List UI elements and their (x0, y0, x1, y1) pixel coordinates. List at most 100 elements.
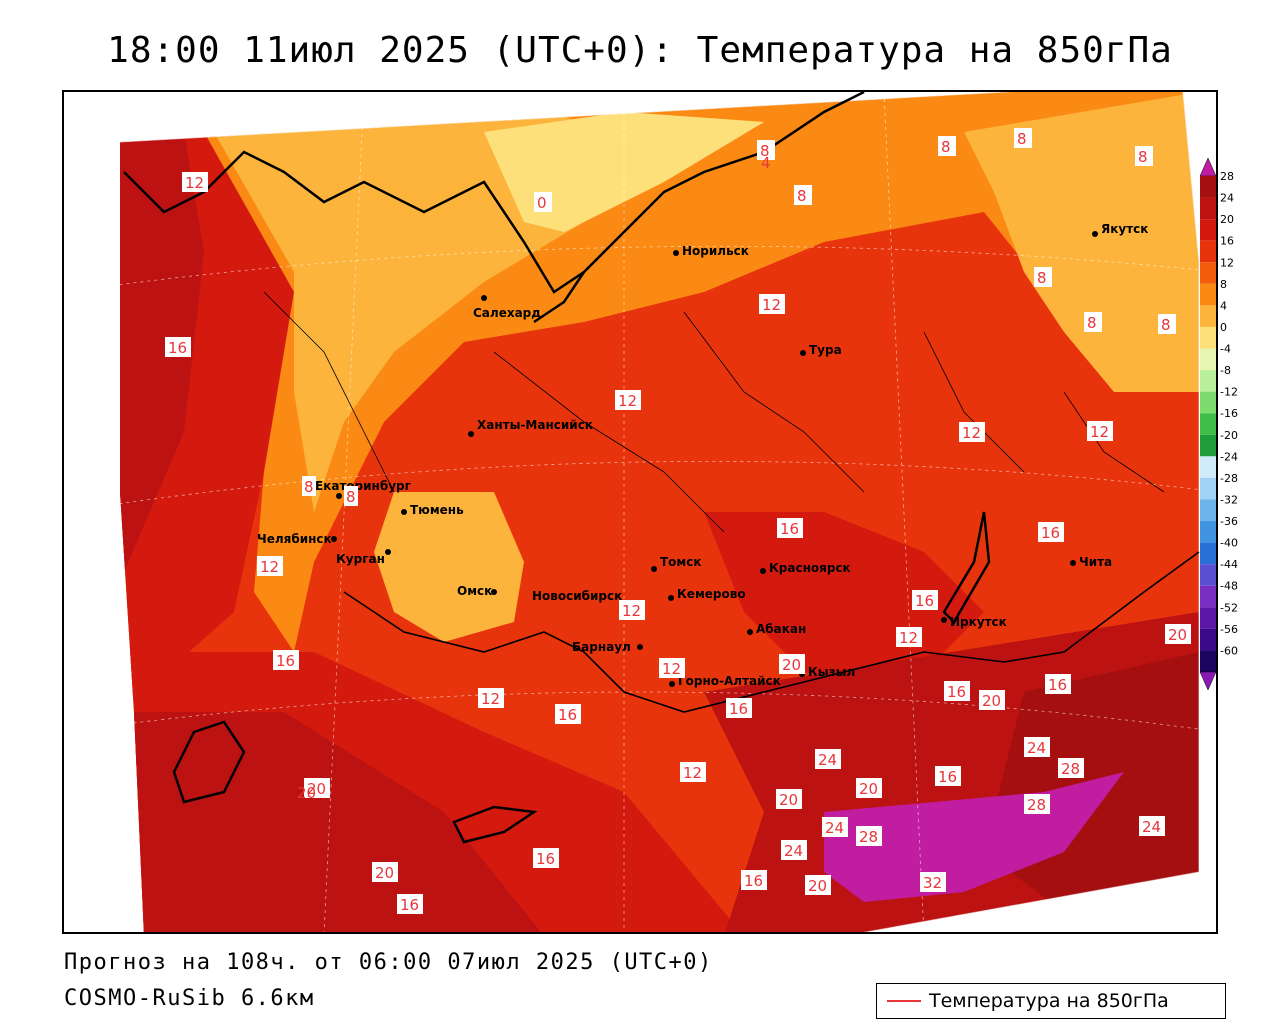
city-khanty-mansiysk: Ханты-Мансийск (468, 418, 593, 437)
colorbar-tick-label: -20 (1220, 429, 1238, 442)
colorbar-swatch (1200, 542, 1216, 565)
colorbar-swatch (1200, 456, 1216, 478)
city-norilsk: Норильск (673, 244, 749, 258)
contour-label: 4 (761, 154, 771, 172)
colorbar-tick-label: 16 (1220, 235, 1234, 248)
city-tomsk: Томск (651, 555, 702, 572)
colorbar-tick-label: -24 (1220, 450, 1238, 463)
contour-label: 16 (397, 894, 423, 914)
balkhash-lake (452, 805, 538, 844)
city-kemerovo: Кемерово (668, 587, 746, 601)
contour-label: 16 (741, 870, 767, 890)
contour-label: 12 (680, 762, 706, 782)
contour-label: 12 (478, 688, 504, 708)
svg-text:8: 8 (797, 187, 807, 205)
contour-label: 12 (896, 627, 922, 647)
colorbar-swatch (1200, 370, 1216, 392)
contour-label: 12 (1087, 421, 1113, 441)
svg-text:8: 8 (1037, 269, 1047, 287)
svg-text:12: 12 (1090, 423, 1109, 441)
contour-label: 8 (794, 185, 812, 205)
svg-text:16: 16 (1041, 524, 1060, 542)
svg-text:Барнаул: Барнаул (572, 640, 631, 654)
contour-label: 20 (304, 778, 330, 798)
svg-text:Омск: Омск (457, 584, 492, 598)
legend: Температура на 850гПа (876, 983, 1226, 1019)
svg-text:12: 12 (618, 392, 637, 410)
svg-text:Новосибирск: Новосибирск (532, 589, 622, 603)
contour-label: 20 (297, 784, 316, 802)
svg-text:8: 8 (1087, 314, 1097, 332)
map-title: 18:00 11июл 2025 (UTC+0): Температура на… (107, 30, 1173, 71)
colorbar-swatch (1200, 564, 1216, 586)
colorbar-tick-label: -32 (1220, 493, 1238, 506)
colorbar-swatch (1200, 326, 1216, 349)
baikal-lake (942, 511, 991, 625)
svg-text:Горно-Алтайск: Горно-Алтайск (678, 674, 781, 688)
svg-text:16: 16 (400, 896, 419, 914)
svg-text:12: 12 (622, 602, 641, 620)
colorbar-swatch (1200, 521, 1216, 543)
contour-label: 16 (273, 650, 299, 670)
legend-label: Температура на 850гПа (929, 990, 1169, 1012)
colorbar-top-arrow (1200, 158, 1217, 177)
svg-text:8: 8 (760, 142, 770, 160)
city-salekhard: Салехард (473, 295, 541, 320)
contour-label: 28 (1058, 758, 1084, 778)
domain-edge (119, 92, 1200, 932)
svg-text:16: 16 (558, 706, 577, 724)
svg-text:Кемерово: Кемерово (677, 587, 746, 601)
colorbar-tick-label: -8 (1220, 364, 1231, 377)
colorbar-tick-label: -4 (1220, 343, 1231, 356)
colorbar-swatch (1200, 628, 1216, 651)
svg-text:20: 20 (307, 780, 326, 798)
model-info: COSMO-RuSib 6.6км (64, 986, 315, 1011)
svg-text:16: 16 (168, 339, 187, 357)
svg-text:Екатеринбург: Екатеринбург (315, 479, 411, 493)
contour-labels: 12 8 16 0 4 8 8 8 8 12 8 8 8 12 12 12 12… (165, 128, 1216, 914)
state-border-south (343, 551, 1200, 713)
city-tyumen: Тюмень (401, 503, 464, 517)
colorbar-tick-label: -16 (1220, 407, 1238, 420)
svg-text:Салехард: Салехард (473, 306, 541, 320)
contour-label: 8 (344, 486, 358, 506)
colorbar-swatch (1200, 499, 1216, 522)
svg-text:20: 20 (982, 692, 1001, 710)
contour-label: 8 (1034, 267, 1052, 287)
boundaries (123, 92, 1200, 844)
contour-label: 16 (533, 848, 559, 868)
city-irkutsk: Иркутск (941, 615, 1007, 629)
region-borders (263, 291, 1165, 533)
colorbar-tick-label: -44 (1220, 558, 1238, 571)
svg-text:24: 24 (818, 751, 837, 769)
city-barnaul: Барнаул (572, 640, 643, 654)
colorbar-swatch (1200, 283, 1216, 306)
svg-text:20: 20 (375, 864, 394, 882)
colorbar-tick-label: 28 (1220, 170, 1234, 183)
svg-text:24: 24 (825, 819, 844, 837)
contour-label: 8 (302, 476, 316, 496)
svg-text:24: 24 (784, 842, 803, 860)
svg-text:12: 12 (481, 690, 500, 708)
contour-label: 20 (1165, 624, 1191, 644)
colorbar-tick-label: 8 (1220, 278, 1227, 291)
contour-label: 24 (781, 840, 807, 860)
field-omsk-8 (374, 492, 524, 642)
map-panel: Якутск Норильск Салехард Тура Ханты-Манс… (62, 90, 1218, 934)
colorbar-tick-label: 0 (1220, 321, 1227, 334)
svg-text:24: 24 (1142, 818, 1161, 836)
city-krasnoyarsk: Красноярск (760, 561, 851, 575)
colorbar-swatches (1200, 158, 1217, 690)
svg-text:20: 20 (782, 656, 801, 674)
contour-label: 16 (944, 681, 970, 701)
city-abakan: Абакан (747, 622, 806, 636)
svg-text:12: 12 (185, 174, 204, 192)
svg-text:28: 28 (1061, 760, 1080, 778)
contour-label: 20 (776, 789, 802, 809)
contour-label: 24 (822, 817, 848, 837)
colorbar-swatch (1200, 650, 1216, 672)
colorbar-tick-label: 4 (1220, 299, 1227, 312)
svg-text:Иркутск: Иркутск (950, 615, 1007, 629)
forecast-info: Прогноз на 108ч. от 06:00 07июл 2025 (UT… (64, 950, 713, 975)
colorbar-tick-label: -28 (1220, 472, 1238, 485)
